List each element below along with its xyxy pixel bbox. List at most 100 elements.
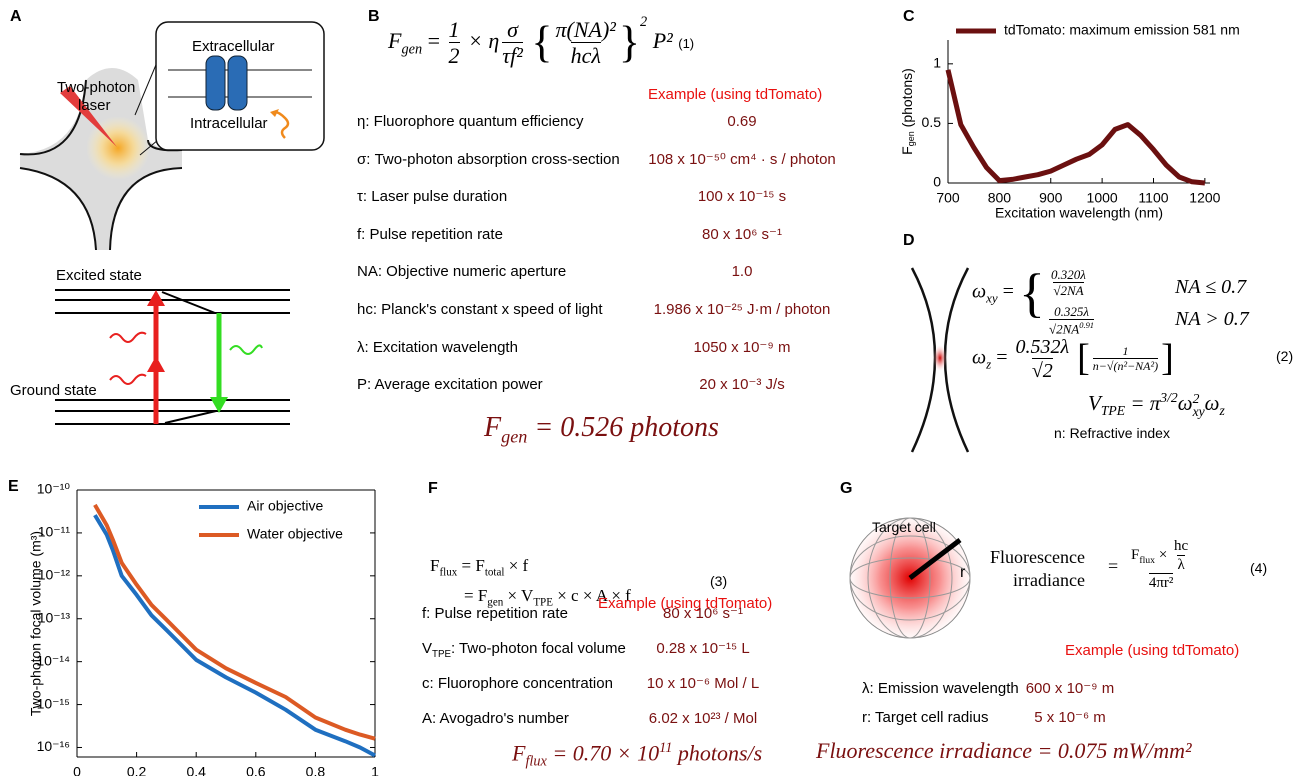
param-label-part: σ: Two-photon absorption cross-section [357, 150, 620, 168]
eq-part: ω [972, 346, 987, 369]
eq-part: × η [468, 28, 500, 53]
y-axis-label-part: gen [906, 131, 916, 146]
param-value: 1.0 [731, 263, 753, 281]
label: Extracellular [192, 38, 275, 55]
eq-number: (4) [1250, 560, 1268, 576]
param-label: f: Pulse repetition rate [422, 605, 568, 622]
label: Excited state [56, 267, 142, 284]
series-line [93, 514, 376, 758]
series-line [93, 503, 376, 741]
eq-part: flux [1139, 554, 1156, 566]
param-label: NA: Objective numeric aperture [357, 263, 566, 280]
eq-part: TPE [1100, 403, 1126, 419]
eq-number: (1) [678, 36, 695, 51]
y-tick-label: 10⁻¹² [38, 567, 71, 583]
param-label: f: Pulse repetition rate [357, 226, 503, 243]
param-value: 10 x 10⁻⁶ Mol / L [646, 675, 760, 692]
eq-part: Fluorescence [990, 547, 1085, 567]
y-axis-label: Fgen (photons) [899, 68, 917, 155]
eq-part: V [1088, 391, 1101, 415]
param-label: VTPE: Two-photon focal volume [422, 640, 626, 660]
y-tick-label: 10⁻¹⁵ [37, 695, 70, 711]
x-tick-label: 0.8 [306, 764, 326, 776]
y-axis-label-part: F [899, 146, 915, 155]
case: 0.320λ √2NA [1048, 267, 1089, 299]
fraction: 0.532λ √2 [1015, 336, 1069, 382]
x-tick-label: 800 [988, 190, 1012, 206]
equation: ωz = 0.532λ √2 [1 n−√(n²−NA²)] [972, 336, 1174, 382]
param-label: λ: Emission wavelength [862, 680, 1019, 697]
param-label: η: Fluorophore quantum efficiency [357, 113, 584, 130]
eq-part: 4πr² [1148, 573, 1174, 591]
result: Fflux = 0.70 × 1011 photons/s [512, 740, 762, 770]
eq-part: 0.91 [1079, 320, 1095, 331]
fraction: hc λ [1174, 538, 1188, 573]
param-label: A: Avogadro's number [422, 710, 569, 727]
x-tick-label: 0.6 [246, 764, 266, 776]
equation-lhs: Fluorescence irradiance [990, 546, 1085, 593]
eq-number: (3) [710, 573, 728, 589]
equation: Fflux = Ftotal × f [430, 556, 528, 579]
eq-part: τf² [502, 41, 523, 68]
panel-letter: B [368, 8, 380, 25]
eq-part: total [484, 566, 505, 579]
eq-part: { [1018, 263, 1045, 323]
eq-part: n−√(n²−NA²) [1092, 358, 1159, 373]
eq-part: = [996, 346, 1008, 369]
x-tick-label: 0.2 [127, 764, 147, 776]
label: Two-photon [57, 79, 136, 96]
eq-part: z [986, 356, 992, 372]
param-label-part: A: Avogadro's number [422, 710, 569, 727]
fraction: 1 n−√(n²−NA²) [1092, 343, 1159, 373]
equation: ωxy = { [972, 262, 1045, 324]
cell-diagram [849, 517, 971, 639]
eq-part: λ [1177, 554, 1185, 573]
note: n: Refractive index [1054, 425, 1170, 441]
param-label-part: f: Pulse repetition rate [357, 225, 503, 243]
eq-part: ω [972, 280, 987, 303]
panel-letter: G [840, 480, 853, 497]
eq-part: { [531, 17, 553, 67]
legend-label: Air objective [247, 498, 323, 514]
y-tick-label: 0 [933, 174, 941, 190]
param-label: σ: Two-photon absorption cross-section [357, 151, 620, 168]
param-value: 80 x 10⁶ s⁻¹ [663, 605, 743, 622]
eq-part: xy [986, 290, 998, 306]
panel-letter: E [8, 478, 19, 495]
param-label-part: : Two-photon focal volume [450, 640, 626, 657]
panel-letter: D [903, 232, 915, 249]
result: Fluorescence irradiance = 0.075 mW/mm² [816, 738, 1192, 763]
eq-part: P² [652, 28, 673, 53]
energy-diagram [55, 289, 290, 425]
eq-part: 1 [1122, 343, 1129, 358]
y-tick-label: 10⁻¹⁶ [37, 738, 70, 754]
x-tick-label: 0.4 [186, 764, 206, 776]
x-axis-label: Excitation wavelength (nm) [995, 205, 1163, 221]
eq-part: √2NA [1053, 282, 1084, 299]
param-label-part: r: Target cell radius [862, 709, 989, 726]
eq-part: gen [401, 41, 423, 58]
x-tick-label: 900 [1039, 190, 1063, 206]
equation: = Fgen × VTPE × c × A × f [464, 586, 631, 609]
param-value: 600 x 10⁻⁹ m [1025, 680, 1115, 697]
param-label-part: TPE [432, 649, 451, 660]
param-value: 0.28 x 10⁻¹⁵ L [656, 640, 750, 657]
y-tick-label: 10⁻¹¹ [38, 524, 71, 540]
label: r [960, 564, 966, 581]
label: laser [78, 97, 111, 114]
eq-part: = [427, 28, 441, 53]
x-tick-label: 1000 [1087, 190, 1118, 206]
param-label: r: Target cell radius [862, 709, 988, 726]
param-label: λ: Excitation wavelength [357, 339, 518, 356]
param-value: 1050 x 10⁻⁹ m [693, 338, 791, 356]
fraction: 0.325λ √2NA0.91 [1049, 304, 1095, 337]
case: 0.325λ √2NA0.91 [1046, 304, 1097, 337]
x-tick-label: 1 [371, 764, 379, 776]
series-line [945, 69, 1206, 186]
eq-part: = F [464, 586, 488, 605]
result-part: = 0.526 photons [527, 412, 719, 443]
fraction: Fflux × hc λ 4πr² [1131, 538, 1191, 592]
